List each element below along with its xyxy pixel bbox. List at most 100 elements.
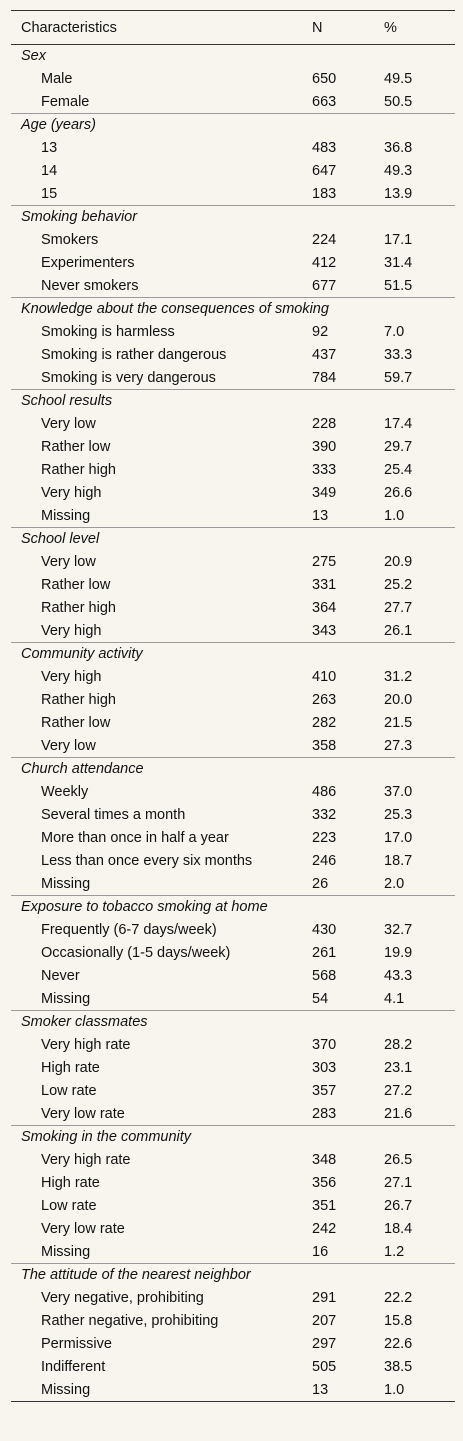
row-percent: 22.2 (384, 1290, 413, 1306)
section-title: Community activity (11, 642, 455, 666)
row-count: 332 (312, 807, 337, 823)
row-label: Weekly (41, 784, 89, 800)
row-count: 263 (312, 692, 337, 708)
row-label: Rather low (41, 577, 111, 593)
table-row: Very high 349 26.6 (11, 482, 455, 505)
table-row: 14 647 49.3 (11, 160, 455, 183)
row-count: 358 (312, 737, 337, 754)
section-title: Knowledge about the consequences of smok… (11, 297, 455, 321)
row-count: 13 (312, 1378, 384, 1402)
row-percent: 27.1 (384, 1175, 413, 1191)
table-row: Rather high 263 20.0 (11, 689, 455, 712)
table-row: High rate 303 23.1 (11, 1057, 455, 1080)
row-label: Rather low (41, 715, 111, 731)
section-row: Exposure to tobacco smoking at home (11, 895, 455, 919)
table-row: Never 568 43.3 (11, 965, 455, 988)
table-row: Less than once every six months 246 18.7 (11, 850, 455, 873)
table-row: Very high rate 370 28.2 (11, 1034, 455, 1057)
section-title: Sex (21, 48, 46, 65)
row-label: Occasionally (1-5 days/week) (41, 945, 231, 961)
row-percent: 27.3 (384, 737, 413, 754)
row-percent: 50.5 (384, 93, 413, 110)
row-percent: 31.4 (384, 255, 413, 271)
row-percent: 17.4 (384, 416, 413, 432)
section-title: The attitude of the nearest neighbor (11, 1263, 455, 1287)
row-label: Low rate (41, 1198, 97, 1214)
row-label: Missing (41, 875, 91, 892)
row-count: 650 (312, 71, 337, 87)
row-count: 291 (312, 1290, 337, 1306)
row-label: Low rate (41, 1083, 97, 1099)
row-percent: 25.4 (384, 462, 413, 478)
row-percent: 25.2 (384, 577, 413, 593)
row-count: 13 (312, 507, 329, 524)
row-percent: 20.0 (384, 692, 413, 708)
row-count: 275 (312, 554, 337, 570)
row-label: Very high (41, 485, 102, 501)
row-count: 242 (312, 1221, 337, 1237)
section-title: Smoking in the community (11, 1125, 455, 1149)
table-row: Rather high 333 25.4 (11, 459, 455, 482)
row-label: Very high rate (41, 1037, 131, 1053)
table-row: Male 650 49.5 (11, 68, 455, 91)
table-row: Rather low 390 29.7 (11, 436, 455, 459)
row-label: Smoking is harmless (41, 324, 175, 340)
section-title: School results (11, 389, 455, 413)
table-row: Rather low 331 25.2 (11, 574, 455, 597)
table-row: Experimenters 412 31.4 (11, 252, 455, 275)
section-title: Church attendance (11, 757, 455, 781)
row-count: 16 (312, 1243, 329, 1260)
row-count: 370 (312, 1037, 337, 1053)
table-row: Very low 358 27.3 (11, 735, 455, 758)
row-label: Very negative, prohibiting (41, 1290, 204, 1306)
row-percent: 32.7 (384, 922, 413, 938)
row-count: 663 (312, 93, 337, 110)
section-row: Sex (11, 45, 455, 68)
table-row: 13 483 36.8 (11, 137, 455, 160)
row-percent: 1.0 (384, 1378, 455, 1402)
table-row: High rate 356 27.1 (11, 1172, 455, 1195)
table-row: Never smokers 677 51.5 (11, 275, 455, 298)
row-percent: 18.7 (384, 853, 413, 869)
row-percent: 1.2 (384, 1243, 405, 1260)
row-label: High rate (41, 1175, 100, 1191)
row-label: Very low (41, 416, 96, 432)
row-label: Never (41, 968, 80, 984)
row-count: 505 (312, 1359, 337, 1375)
row-count: 647 (312, 163, 337, 179)
section-row: Age (years) (11, 113, 455, 137)
header-characteristics: Characteristics (11, 10, 312, 45)
row-label: Several times a month (41, 807, 186, 823)
row-label: Less than once every six months (41, 853, 253, 869)
row-percent: 51.5 (384, 277, 413, 294)
row-label: Smokers (41, 232, 99, 248)
section-row: Smoking behavior (11, 205, 455, 229)
row-count: 224 (312, 232, 337, 248)
row-percent: 15.8 (384, 1313, 413, 1329)
table-row: Very low 228 17.4 (11, 413, 455, 436)
row-percent: 37.0 (384, 784, 413, 800)
section-row: Knowledge about the consequences of smok… (11, 297, 455, 321)
row-percent: 4.1 (384, 990, 405, 1007)
table-row: Very high 410 31.2 (11, 666, 455, 689)
row-label: Very low rate (41, 1221, 125, 1237)
row-count: 331 (312, 577, 337, 593)
row-percent: 19.9 (384, 945, 413, 961)
row-label: Very high (41, 622, 102, 639)
row-count: 297 (312, 1336, 337, 1352)
row-percent: 22.6 (384, 1336, 413, 1352)
row-count: 356 (312, 1175, 337, 1191)
row-label: Permissive (41, 1336, 112, 1352)
row-label: 13 (41, 140, 58, 156)
row-percent: 38.5 (384, 1359, 413, 1375)
row-label: Rather high (41, 692, 116, 708)
row-label: Frequently (6-7 days/week) (41, 922, 217, 938)
table-row: Missing 26 2.0 (11, 873, 455, 896)
row-label: Missing (11, 1378, 312, 1402)
table-row: Very low 275 20.9 (11, 551, 455, 574)
row-percent: 23.1 (384, 1060, 413, 1076)
row-count: 410 (312, 669, 337, 685)
row-label: Female (41, 93, 90, 110)
row-count: 223 (312, 830, 337, 846)
header-row: Characteristics N % (11, 10, 455, 45)
